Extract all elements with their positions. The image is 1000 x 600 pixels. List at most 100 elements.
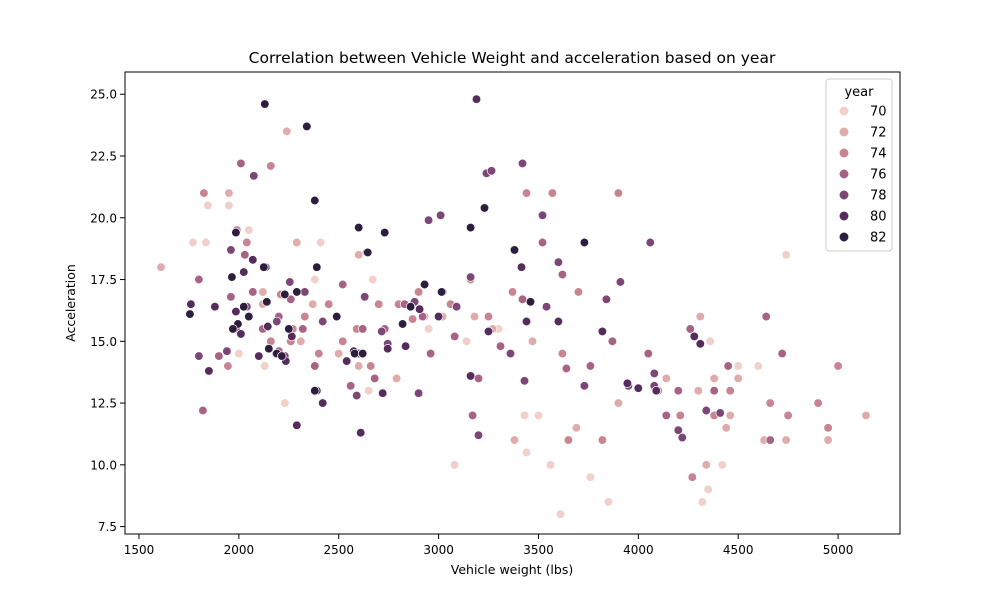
data-point — [356, 428, 366, 438]
data-point — [615, 277, 626, 287]
data-point — [302, 121, 312, 132]
data-point — [400, 341, 411, 351]
data-point — [342, 356, 352, 366]
data-point — [188, 237, 198, 248]
data-point — [765, 398, 775, 408]
data-point — [259, 262, 269, 272]
data-point — [248, 287, 258, 297]
data-point — [649, 368, 659, 379]
data-point — [285, 277, 295, 287]
data-point — [300, 287, 310, 297]
data-point — [234, 348, 244, 359]
data-point — [823, 435, 833, 445]
data-point — [557, 348, 568, 359]
data-point — [236, 329, 246, 339]
data-point — [266, 161, 276, 171]
data-point — [469, 311, 480, 322]
data-point — [725, 410, 735, 421]
data-point — [332, 311, 342, 322]
data-point — [507, 287, 518, 297]
points-layer — [156, 94, 871, 519]
data-point — [553, 257, 564, 267]
data-point — [761, 311, 771, 322]
data-point — [545, 460, 556, 470]
data-point — [405, 302, 416, 312]
legend-label: 70 — [870, 105, 887, 120]
data-point — [224, 188, 234, 198]
data-point — [198, 405, 208, 416]
data-point — [613, 188, 624, 198]
chart-title: Correlation between Vehicle Weight and a… — [249, 49, 776, 67]
data-point — [224, 200, 234, 211]
data-point — [414, 304, 425, 314]
data-point — [517, 294, 528, 304]
data-point — [210, 302, 220, 312]
y-tick-label: 12.5 — [90, 397, 117, 411]
data-point — [537, 237, 548, 248]
data-point — [783, 410, 793, 421]
data-point — [721, 423, 731, 433]
data-point — [419, 279, 430, 290]
data-point — [449, 460, 460, 470]
data-point — [316, 237, 326, 248]
data-point — [260, 99, 270, 109]
data-point — [781, 250, 791, 260]
data-point — [413, 388, 424, 398]
data-point — [363, 247, 373, 258]
data-point — [391, 373, 402, 384]
data-point — [204, 366, 214, 376]
data-point — [689, 331, 699, 342]
data-point — [368, 274, 378, 285]
data-point — [697, 497, 707, 507]
data-point — [585, 472, 596, 482]
plot-frame — [124, 71, 901, 535]
data-point — [607, 336, 618, 346]
data-point — [695, 311, 705, 322]
data-point — [495, 341, 506, 351]
data-point — [239, 302, 249, 312]
data-point — [236, 158, 246, 169]
legend-entries: 70 72 74 76 78 80 82 — [838, 105, 887, 246]
y-tick-label: 25.0 — [90, 88, 117, 102]
data-point — [423, 324, 434, 334]
data-point — [479, 203, 490, 213]
data-point — [310, 195, 320, 206]
data-point — [366, 361, 376, 371]
data-point — [781, 435, 791, 445]
data-point — [318, 398, 328, 408]
data-point — [286, 294, 296, 304]
legend: year 70 72 74 76 78 80 82 — [825, 78, 893, 252]
data-point — [338, 279, 348, 290]
data-point — [280, 398, 290, 408]
data-point — [777, 348, 787, 359]
data-point — [561, 363, 572, 374]
data-point — [709, 386, 719, 396]
data-point — [675, 410, 685, 421]
data-point — [292, 237, 302, 248]
data-point — [521, 188, 532, 198]
data-point — [467, 410, 478, 421]
data-point — [223, 361, 233, 371]
data-point — [505, 348, 516, 359]
data-point — [465, 272, 476, 282]
data-point — [435, 210, 446, 220]
data-point — [661, 410, 671, 421]
data-point — [201, 237, 211, 248]
data-point — [227, 272, 237, 282]
data-point — [633, 383, 643, 393]
data-point — [553, 316, 564, 327]
data-point — [516, 262, 527, 272]
data-point — [622, 378, 633, 388]
legend-marker — [838, 168, 850, 180]
data-point — [264, 344, 274, 354]
data-point — [226, 245, 236, 255]
data-point — [703, 484, 713, 495]
data-point — [194, 351, 204, 361]
data-point — [254, 351, 264, 361]
data-point — [725, 386, 735, 396]
legend-marker — [838, 105, 850, 117]
data-point — [242, 237, 252, 248]
data-point — [673, 386, 683, 396]
data-point — [533, 410, 544, 421]
data-point — [461, 336, 472, 346]
